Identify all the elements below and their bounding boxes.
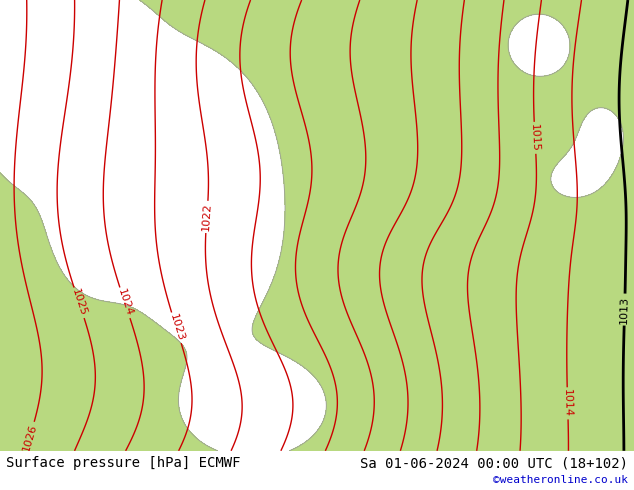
Text: 1014: 1014 xyxy=(562,389,573,417)
Text: 1026: 1026 xyxy=(21,422,39,452)
Text: 1022: 1022 xyxy=(201,202,213,231)
Text: Surface pressure [hPa] ECMWF: Surface pressure [hPa] ECMWF xyxy=(6,456,241,470)
Text: Sa 01-06-2024 00:00 UTC (18+102): Sa 01-06-2024 00:00 UTC (18+102) xyxy=(359,456,628,470)
Text: 1024: 1024 xyxy=(116,288,134,318)
Text: 1015: 1015 xyxy=(529,123,541,152)
Text: 1023: 1023 xyxy=(167,313,185,343)
Text: 1013: 1013 xyxy=(619,295,630,324)
Text: 1025: 1025 xyxy=(70,288,88,318)
Text: ©weatheronline.co.uk: ©weatheronline.co.uk xyxy=(493,475,628,485)
